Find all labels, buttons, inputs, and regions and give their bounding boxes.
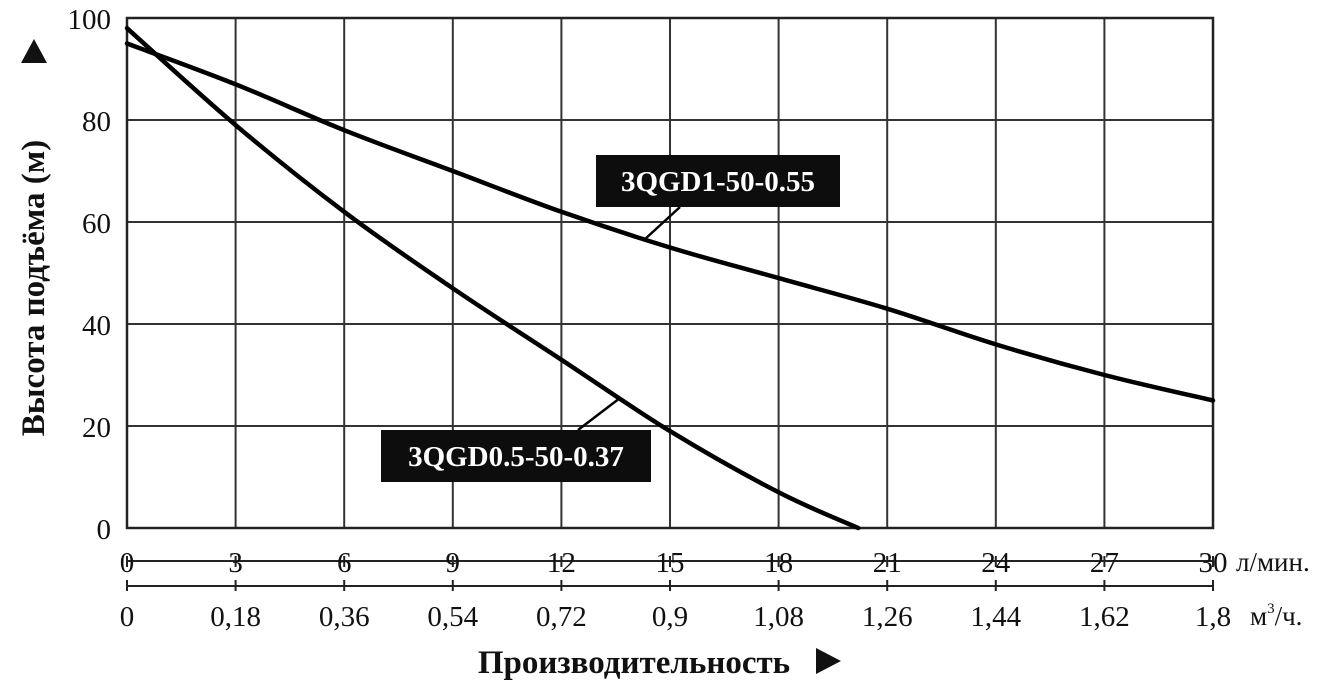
- axes: 0204060801000030,1860,3690,54120,72150,9…: [68, 4, 1232, 633]
- x-tick-label: 15: [656, 547, 685, 579]
- y-tick-label: 0: [97, 514, 112, 546]
- x-tick-label: 21: [873, 547, 902, 579]
- y-axis-arrow-icon: [21, 39, 47, 63]
- series-label-3qgd1: 3QGD1-50-0.55: [596, 155, 840, 241]
- x2-tick-label: 1,44: [970, 601, 1021, 633]
- x2-tick-label: 0: [120, 601, 135, 633]
- y-axis-title: Высота подъёма (м): [16, 140, 52, 436]
- x2-tick-label: 1,8: [1195, 601, 1231, 633]
- x-axis-arrow-icon: [816, 648, 841, 674]
- series-label-box: [381, 430, 651, 482]
- y-tick-label: 40: [82, 310, 111, 342]
- x-tick-label: 12: [547, 547, 576, 579]
- series-lines: [124, 25, 1216, 531]
- y-tick-label: 60: [82, 208, 111, 240]
- y-tick-label: 80: [82, 106, 111, 138]
- x-tick-label: 24: [981, 547, 1011, 579]
- x2-tick-label: 1,08: [753, 601, 804, 633]
- x2-tick-label: 0,18: [210, 601, 261, 633]
- x2-tick-label: 0,36: [319, 601, 370, 633]
- x2-axis-unit: м3/ч.: [1250, 601, 1302, 631]
- x-tick-label: 0: [120, 547, 135, 579]
- x-tick-label: 30: [1199, 547, 1228, 579]
- y-tick-label: 100: [68, 4, 112, 36]
- x2-tick-label: 0,72: [536, 601, 587, 633]
- x-axis-unit: л/мин.: [1236, 547, 1310, 577]
- x2-tick-label: 0,54: [427, 601, 478, 633]
- series-line-3qgd05: [124, 25, 861, 531]
- x2-tick-label: 0,9: [652, 601, 688, 633]
- x-tick-label: 27: [1090, 547, 1119, 579]
- series-label-leader: [643, 206, 681, 241]
- svg-text:м3/ч.: м3/ч.: [1250, 601, 1302, 631]
- x-tick-label: 18: [764, 547, 793, 579]
- x-tick-label: 3: [228, 547, 243, 579]
- series-line-3qgd1: [124, 41, 1216, 403]
- x-tick-label: 6: [337, 547, 352, 579]
- x-tick-label: 9: [446, 547, 461, 579]
- grid: [125, 16, 1215, 530]
- series-label-text: 3QGD0.5-50-0.37: [408, 441, 624, 473]
- x2-tick-label: 1,26: [862, 601, 913, 633]
- series-label-box: [596, 155, 840, 207]
- series-label-text: 3QGD1-50-0.55: [621, 166, 815, 198]
- y-tick-label: 20: [82, 412, 111, 444]
- series-label-3qgd05: 3QGD0.5-50-0.37: [381, 397, 651, 482]
- plot-frame: [125, 16, 1215, 530]
- x-axis-title: Производительность: [478, 645, 790, 681]
- series-label-leader: [577, 397, 621, 431]
- series-labels: 3QGD1-50-0.55 3QGD0.5-50-0.37: [381, 155, 840, 482]
- x2-tick-label: 1,62: [1079, 601, 1130, 633]
